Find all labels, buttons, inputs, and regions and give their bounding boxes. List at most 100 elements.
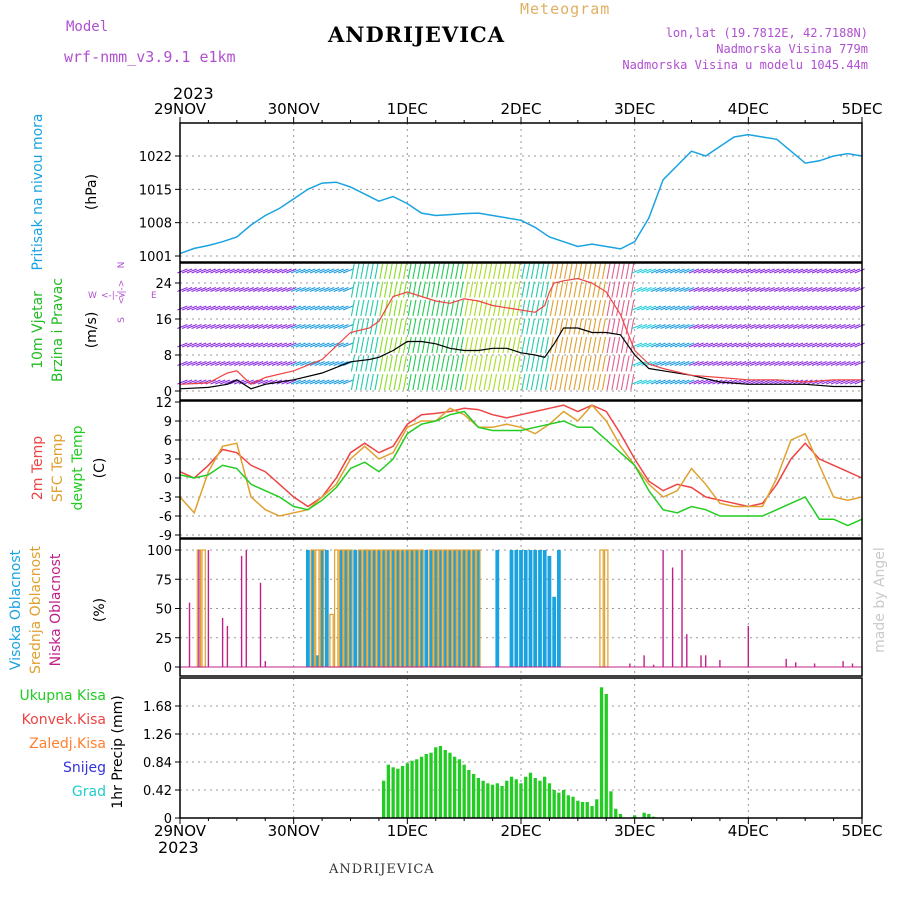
wind-barb (365, 281, 370, 298)
wind-barb (802, 305, 813, 311)
wind-barb (271, 342, 283, 348)
wind-barb (323, 379, 335, 385)
wind-barb (698, 268, 709, 274)
wind-barb (388, 262, 393, 280)
wind-barb (792, 268, 804, 274)
wind-barb (582, 262, 587, 280)
wind-barb (177, 286, 188, 293)
wind-barb (530, 262, 535, 280)
wind-barb (233, 268, 245, 274)
wind-barb (440, 281, 445, 298)
elevation-label: Nadmorska Visina 779m (716, 42, 868, 56)
wind-barb (191, 323, 202, 330)
precip-bar (419, 756, 424, 818)
precip-legend-item: Zaledj.Kisa (29, 736, 106, 752)
cloud-bar-high (429, 550, 433, 667)
wind-barb (745, 305, 756, 311)
wind-barb (797, 342, 809, 348)
wind-barb (497, 373, 502, 391)
wind-barb (360, 299, 365, 317)
wind-barb (807, 286, 818, 293)
wind-barb (769, 379, 780, 385)
wind-barb (402, 318, 408, 335)
wind-barb (360, 336, 365, 354)
wind-barb (229, 268, 240, 274)
bottom-date-label: 2DEC (500, 822, 541, 840)
wind-barb (717, 323, 728, 330)
wind-barb (641, 342, 652, 348)
wind-barb (314, 268, 325, 274)
wind-barb (516, 373, 521, 391)
wind-barb (181, 305, 193, 311)
wind-barb (393, 318, 398, 335)
temp-panel: -9 -6 -3 0 3 6 9 12 (155, 396, 862, 544)
wind-barb (473, 373, 479, 391)
wind-barb (417, 355, 422, 372)
wind-barb (693, 305, 704, 311)
wind-barb (707, 286, 719, 293)
pressure-frame (179, 122, 863, 263)
wind-barb (792, 360, 804, 367)
wind-barb (849, 323, 861, 330)
wind-speed-line (179, 327, 862, 390)
cloud-label-mid: Srednja Oblacnost (28, 546, 44, 674)
wind-barb (267, 342, 278, 348)
temp-ytick-label: -3 (159, 491, 172, 506)
wind-barb (702, 360, 714, 367)
precip-bar (566, 795, 570, 818)
wind-barb (664, 360, 676, 367)
wind-barb (844, 323, 856, 330)
wind-barb (177, 342, 188, 348)
wind-barb (821, 323, 832, 330)
wind-barb (783, 286, 794, 293)
wind-barb (645, 342, 657, 348)
wind-barb (464, 355, 469, 372)
wind-barb (731, 268, 742, 274)
wind-barb (745, 379, 756, 385)
wind-barb (369, 281, 374, 298)
wind-barb (559, 281, 564, 298)
precip-bar (514, 779, 518, 818)
wind-barb (333, 305, 344, 311)
precip-bar (576, 800, 580, 818)
wind-barb (219, 379, 231, 385)
wind-barb (483, 318, 488, 335)
wind-barb (502, 355, 507, 372)
wind-barb (641, 360, 652, 367)
wind-barb (252, 342, 264, 348)
wind-barb (257, 286, 269, 293)
wind-barb (783, 360, 794, 367)
wind-barb (721, 342, 733, 348)
wind-barb (350, 355, 355, 372)
wind-barb (811, 268, 823, 274)
wind-barb (200, 323, 212, 330)
wind-barb (177, 360, 188, 367)
wind-barb (309, 360, 321, 367)
wind-barb (276, 323, 288, 330)
wind-barb (611, 281, 616, 298)
wind-barb (338, 379, 349, 385)
wind-barb (816, 286, 827, 293)
wind-barb (342, 305, 354, 311)
wind-barb (300, 379, 311, 385)
wind-barb (773, 286, 785, 293)
wind-barb (502, 281, 507, 298)
wind-barb (669, 268, 681, 274)
wind-barb (281, 286, 292, 293)
wind-barb (319, 305, 330, 311)
wind-barb (563, 355, 569, 372)
wind-barb (257, 323, 269, 330)
wind-barb (497, 336, 502, 354)
wind-barb (262, 268, 273, 274)
pressure-ytick-label: 1001 (139, 250, 172, 265)
wind-barb (655, 268, 666, 274)
wind-barb (333, 268, 344, 274)
precip-bar (429, 752, 433, 818)
wind-barbs-layer (177, 262, 865, 391)
wind-barb (374, 262, 379, 280)
wind-barb (421, 281, 426, 298)
wind-barb (314, 360, 325, 367)
wind-barb (702, 379, 714, 385)
cloud-bar-high (367, 550, 372, 667)
wind-barb (290, 268, 302, 274)
